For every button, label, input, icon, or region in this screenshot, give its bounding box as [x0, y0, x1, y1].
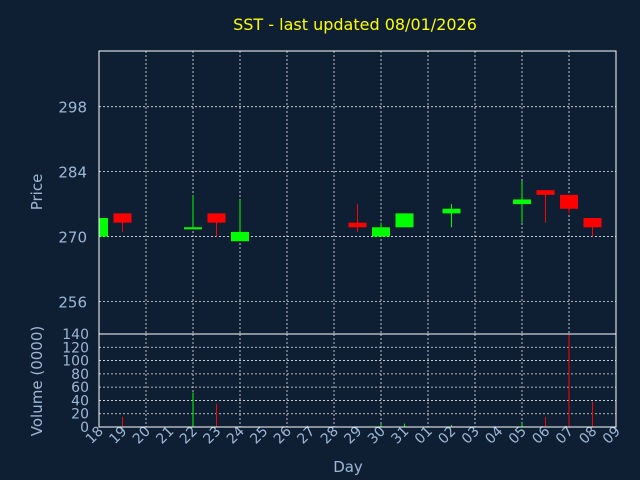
volume-tick-label: 20 [71, 407, 89, 423]
candle-body [536, 190, 555, 195]
candle-body [442, 208, 461, 214]
price-tick-label: 298 [58, 99, 87, 117]
volume-tick-label: 120 [62, 340, 89, 356]
volume-plot-frame [98, 333, 617, 428]
volume-axis-label: Volume (0000) [28, 326, 46, 436]
volume-tick-label: 140 [62, 327, 89, 343]
price-candles [98, 180, 602, 242]
price-tick-label: 270 [58, 229, 87, 247]
volume-tick-label: 100 [62, 354, 89, 370]
price-tick-label: 256 [58, 294, 87, 312]
candle-body [583, 218, 602, 228]
volume-tick-label: 80 [71, 367, 89, 383]
chart-title: SST - last updated 08/01/2026 [233, 15, 477, 34]
x-axis-label: Day [333, 458, 363, 476]
candle-body [113, 213, 132, 223]
price-axis: 256 270 284 298 [58, 99, 87, 312]
candle-body [348, 222, 367, 228]
candle-body [184, 227, 202, 230]
price-axis-label: Price [28, 174, 46, 211]
volume-tick-label: 0 [80, 420, 89, 436]
candle-body [99, 218, 108, 237]
volume-bars [122, 334, 593, 427]
price-tick-label: 284 [58, 164, 87, 182]
volume-tick-label: 40 [71, 393, 89, 409]
candle-body [372, 227, 390, 237]
candle-body [231, 231, 249, 242]
volume-tick-label: 60 [71, 380, 89, 396]
volume-gridlines [99, 334, 617, 427]
candle-body [560, 194, 578, 209]
candle-body [207, 213, 226, 223]
candle-body [395, 213, 414, 228]
candle-body [513, 199, 531, 205]
